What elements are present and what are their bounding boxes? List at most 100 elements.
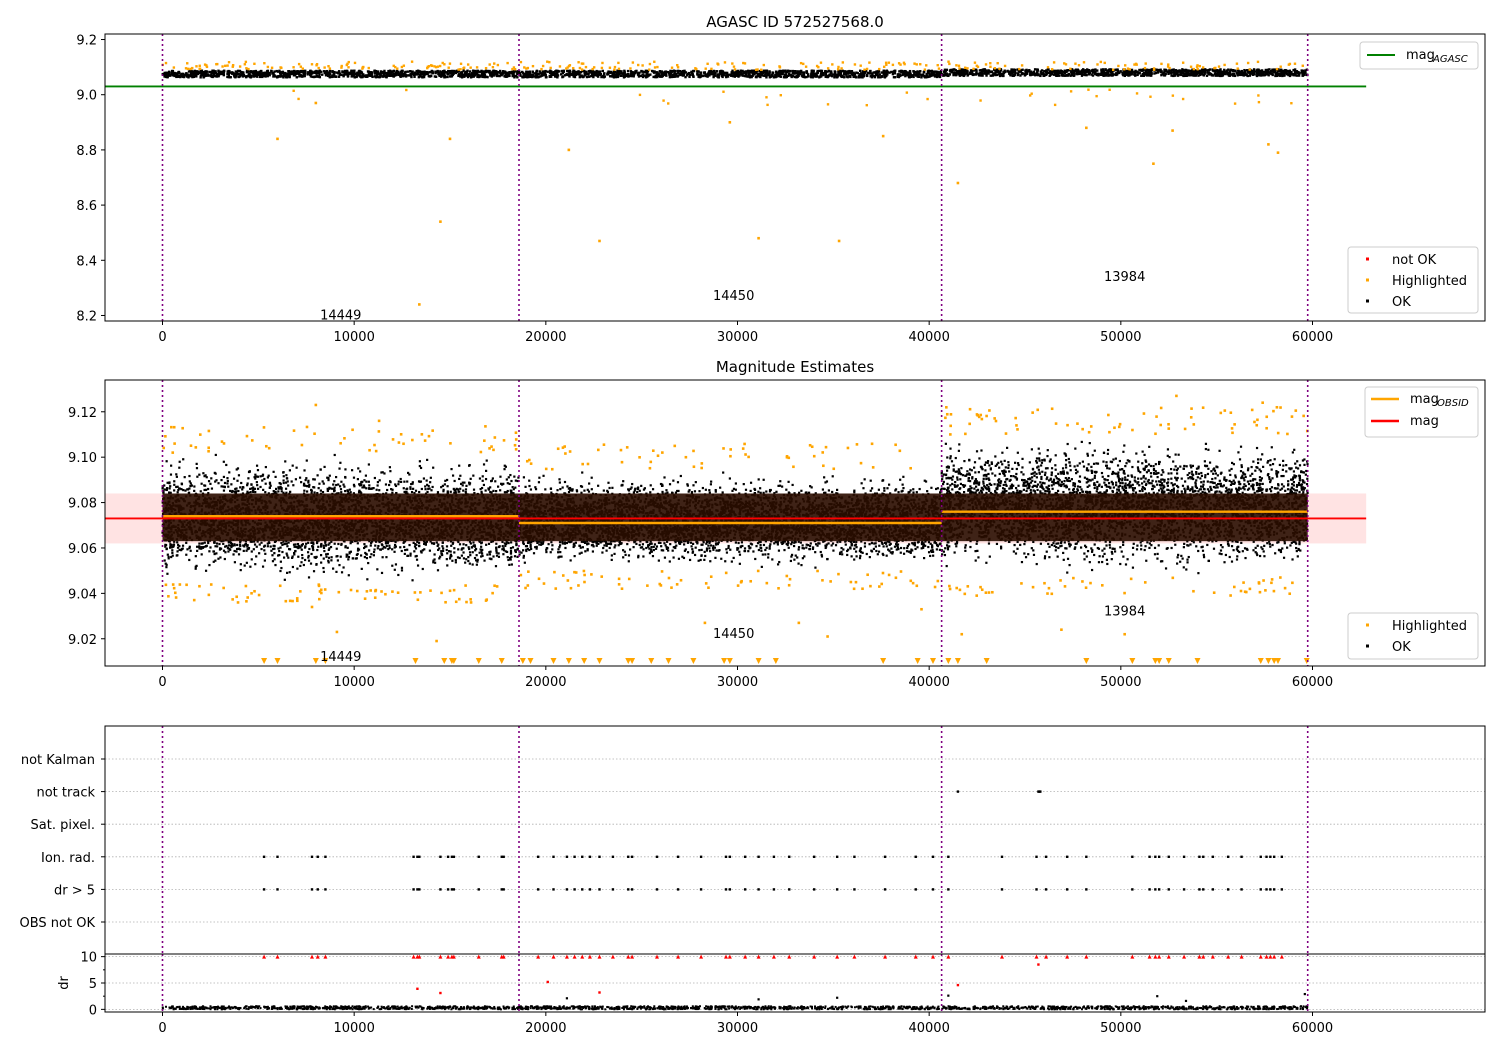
ok-point: [1138, 68, 1141, 72]
highlighted-point: [215, 63, 218, 66]
ok-point: [918, 71, 921, 75]
ok-point: [353, 485, 356, 488]
highlighted-point: [447, 66, 450, 69]
ok-point: [728, 73, 731, 76]
ok-point: [612, 70, 616, 73]
ok-point: [375, 72, 378, 75]
ok-point: [1023, 74, 1027, 77]
ok-point: [495, 73, 498, 77]
ok-point: [975, 71, 978, 74]
ok-point: [258, 543, 261, 546]
highlighted-point: [469, 66, 472, 69]
ok-point: [260, 73, 264, 76]
ok-point: [912, 70, 916, 73]
ok-point: [864, 69, 868, 72]
ok-point: [1238, 70, 1241, 74]
ok-point: [1129, 73, 1133, 76]
ok-point: [641, 75, 645, 79]
ok-point: [1057, 74, 1061, 77]
ok-point: [397, 70, 400, 73]
ok-point: [485, 543, 488, 546]
ok-point: [803, 75, 807, 79]
ok-point: [259, 475, 262, 478]
ok-point: [531, 73, 534, 76]
ok-point: [1279, 72, 1282, 75]
ok-point: [630, 74, 634, 77]
ok-point: [516, 71, 519, 74]
ok-point: [436, 69, 439, 73]
ok-point: [1149, 71, 1153, 74]
ok-point: [249, 540, 252, 543]
highlighted-point: [648, 62, 652, 66]
ok-point: [514, 74, 518, 78]
highlighted-point: [245, 67, 248, 70]
ok-point: [504, 544, 507, 547]
ok-point: [242, 74, 246, 77]
ok-point: [477, 75, 481, 79]
ok-point: [1203, 68, 1207, 71]
ok-point: [286, 545, 289, 548]
ok-point: [362, 484, 366, 487]
highlighted-point: [418, 303, 421, 306]
ok-point: [802, 72, 806, 76]
ok-point: [328, 73, 332, 76]
ok-point: [413, 71, 417, 74]
ok-point: [393, 74, 396, 77]
ok-point: [304, 71, 307, 74]
ok-point: [412, 487, 415, 490]
ok-point: [824, 71, 827, 74]
ok-point: [409, 554, 412, 557]
ok-point: [502, 482, 505, 485]
ok-point: [833, 73, 837, 77]
ok-point: [252, 70, 256, 73]
ok-point: [616, 75, 619, 79]
ok-point: [859, 75, 862, 78]
ok-point: [164, 71, 167, 75]
ok-point: [1260, 69, 1264, 72]
highlighted-point: [1030, 92, 1033, 95]
ok-point: [210, 71, 214, 75]
ok-point: [540, 74, 543, 77]
ok-point: [246, 69, 250, 73]
highlighted-point: [979, 99, 982, 102]
ok-point: [516, 548, 519, 551]
ok-point: [1055, 70, 1058, 73]
ok-point: [503, 542, 506, 545]
ok-point: [385, 556, 388, 559]
highlighted-point: [513, 68, 517, 71]
ok-point: [560, 69, 564, 73]
ok-point: [460, 482, 463, 485]
ok-point: [1291, 73, 1294, 76]
ok-point: [1032, 70, 1036, 74]
ok-point: [286, 554, 289, 557]
ok-point: [1252, 69, 1255, 72]
ok-point: [401, 74, 405, 78]
ok-point: [734, 74, 737, 77]
ok-point: [708, 74, 711, 77]
ok-point: [1042, 72, 1045, 76]
ok-point: [231, 544, 234, 547]
ok-point: [1212, 74, 1215, 77]
ok-point: [494, 72, 497, 75]
ok-point: [428, 549, 432, 552]
ok-point: [916, 70, 919, 73]
ok-point: [485, 70, 489, 73]
highlighted-point: [957, 64, 961, 67]
ok-point: [373, 476, 376, 480]
ok-point: [249, 487, 252, 491]
ok-point: [632, 75, 635, 78]
ok-point: [1220, 70, 1223, 73]
ok-point: [571, 73, 574, 76]
ok-point: [246, 544, 249, 547]
ok-point: [769, 75, 772, 78]
ok-point: [1295, 70, 1299, 73]
ok-point: [1102, 70, 1105, 73]
ok-point: [208, 563, 211, 567]
ok-point: [1024, 69, 1027, 72]
highlighted-point: [1171, 129, 1174, 132]
ok-point: [545, 75, 548, 79]
ok-point: [731, 69, 734, 72]
ok-point: [281, 70, 284, 74]
highlighted-point: [1069, 90, 1073, 93]
ok-point: [460, 76, 464, 79]
